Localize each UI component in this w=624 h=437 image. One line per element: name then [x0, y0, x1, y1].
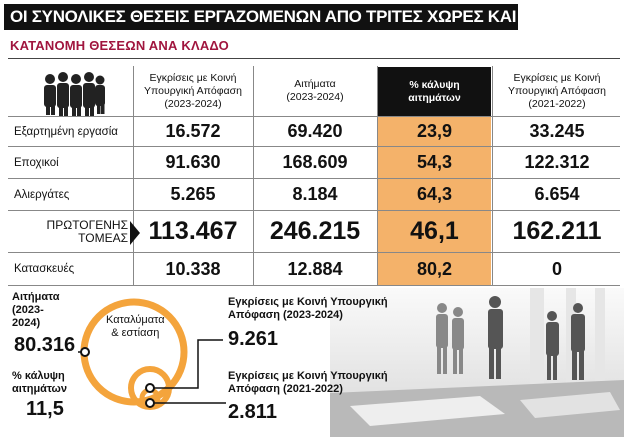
cell-approvals-2023: 16.572	[165, 121, 221, 141]
hospitality-sector-label: Καταλύματα & εστίαση	[106, 314, 165, 339]
header-pct-coverage: % κάλυψη αιτημάτων	[378, 67, 491, 116]
hospitality-requests-label: Αιτήματα (2023- 2024)	[12, 291, 60, 329]
grid-vline	[492, 66, 493, 285]
cell-approvals-2023: 5.265	[170, 184, 216, 204]
cell-pct-coverage: 64,3	[416, 184, 453, 204]
grid-hline	[8, 210, 620, 211]
marker-dot	[145, 383, 155, 393]
hospitality-approvals-2021-label: Εγκρίσεις με Κοινή Υπουργική Απόφαση (20…	[228, 370, 388, 395]
header-requests-2023: Αιτήματα (2023-2024)	[286, 78, 344, 103]
hospitality-approvals-2023-label: Εγκρίσεις με Κοινή Υπουργική Απόφαση (20…	[228, 296, 388, 321]
cell-pct-coverage: 46,1	[410, 217, 459, 245]
cell-requests-2023: 168.609	[282, 152, 348, 172]
grid-hline	[8, 146, 620, 147]
grid-vline	[377, 66, 378, 285]
cell-approvals-2023: 10.338	[165, 258, 221, 279]
header-approvals-2021: Εγκρίσεις με Κοινή Υπουργική Απόφαση (20…	[508, 71, 606, 110]
grid-vline	[133, 66, 134, 285]
cell-approvals-2023: 113.467	[148, 217, 238, 245]
arrow-marker	[130, 221, 140, 245]
cell-requests-2023: 69.420	[287, 121, 343, 141]
row-label: Εποχικοί	[14, 156, 59, 169]
cell-requests-2023: 12.884	[287, 258, 343, 279]
business-people-photo	[330, 288, 624, 437]
cell-approvals-2021: 0	[551, 258, 562, 279]
cell-requests-2023: 246.215	[269, 217, 361, 245]
cell-approvals-2021: 162.211	[512, 217, 602, 245]
hospitality-requests-value: 80.316	[14, 334, 76, 356]
subtitle-divider	[8, 58, 620, 59]
row-label: Εξαρτημένη εργασία	[14, 125, 118, 138]
chart-subtitle: ΚΑΤΑΝΟΜΗ ΘΕΣΕΩΝ ΑΝΑ ΚΛΑΔΟ	[10, 38, 229, 53]
pct-column-highlight	[378, 117, 491, 285]
row-label-primary-sector: ΠΡΩΤΟΓΕΝΗΣ ΤΟΜΕΑΣ	[46, 217, 128, 245]
hospitality-pct-label: % κάλυψη αιτημάτων	[12, 370, 67, 395]
cell-requests-2023: 8.184	[292, 184, 338, 204]
cell-pct-coverage: 54,3	[416, 152, 453, 172]
marker-dot	[80, 347, 90, 357]
row-label: Αλιεργάτες	[14, 188, 70, 201]
chart-title: ΟΙ ΣΥΝΟΛΙΚΕΣ ΘΕΣΕΙΣ ΕΡΓΑΖΟΜΕΝΩΝ ΑΠΟ ΤΡΙΤ…	[4, 4, 624, 30]
grid-vline	[253, 66, 254, 285]
cell-approvals-2023: 91.630	[165, 152, 221, 172]
row-label: Κατασκευές	[14, 263, 75, 275]
grid-hline	[8, 178, 620, 179]
cell-pct-coverage: 80,2	[416, 258, 453, 279]
people-group-icon	[44, 72, 105, 116]
hospitality-pct-value: 11,5	[26, 398, 64, 420]
hospitality-approvals-2023-value: 9.261	[228, 328, 279, 350]
header-approvals-2023: Εγκρίσεις με Κοινή Υπουργική Απόφαση (20…	[144, 71, 242, 110]
grid-hline	[8, 116, 620, 117]
grid-hline	[8, 285, 620, 286]
grid-hline	[8, 252, 620, 253]
cell-approvals-2021: 122.312	[524, 152, 590, 172]
marker-dot	[145, 398, 155, 408]
cell-pct-coverage: 23,9	[416, 121, 453, 141]
cell-approvals-2021: 33.245	[529, 121, 585, 141]
hospitality-ring-diagram	[78, 298, 226, 410]
cell-approvals-2021: 6.654	[534, 184, 580, 204]
hospitality-approvals-2021-value: 2.811	[228, 401, 277, 423]
